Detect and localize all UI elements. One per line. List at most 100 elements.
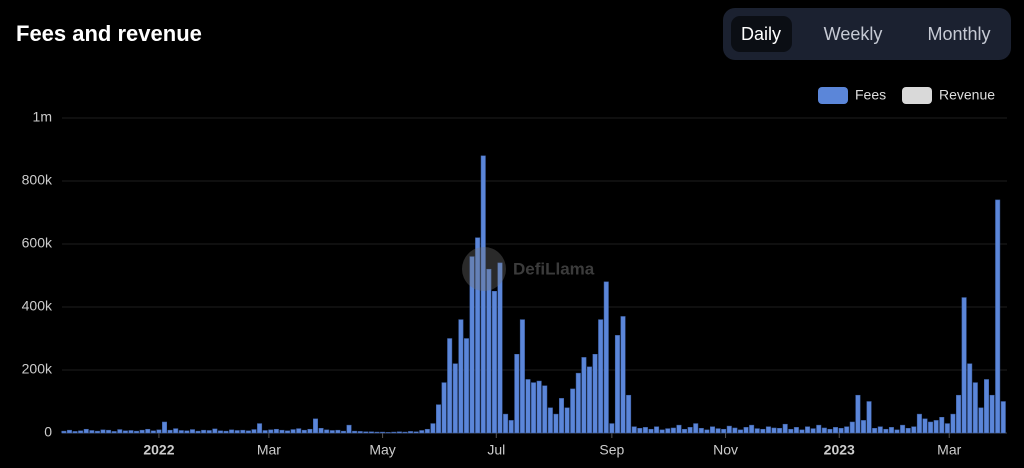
bar [648, 428, 654, 434]
bar [262, 430, 268, 434]
legend-label[interactable]: Revenue [939, 87, 995, 103]
bar [430, 423, 436, 434]
bar [682, 428, 688, 434]
x-tick-label: Mar [257, 442, 281, 458]
bar [531, 382, 537, 434]
bar [659, 429, 665, 434]
tab-button[interactable]: Monthly [927, 24, 990, 44]
bar [575, 372, 581, 434]
bar [346, 424, 352, 434]
bar [296, 428, 302, 434]
bar [452, 363, 458, 434]
bar [704, 429, 710, 434]
bar [765, 426, 771, 434]
bar [396, 431, 402, 434]
y-tick-label: 600k [22, 235, 53, 251]
bar [273, 428, 279, 434]
bar [581, 357, 587, 434]
bar [933, 420, 939, 434]
bar [950, 413, 956, 434]
bar [290, 429, 296, 434]
bar [100, 429, 106, 434]
bar [710, 426, 715, 434]
tab-selected[interactable] [731, 16, 792, 52]
bar [542, 385, 548, 434]
bar [307, 428, 313, 434]
bar [642, 427, 648, 434]
bar [900, 424, 906, 434]
bar [805, 426, 811, 434]
bar [128, 430, 134, 434]
bar [139, 429, 145, 434]
x-tick-label: 2023 [824, 442, 855, 458]
bar [408, 431, 414, 434]
bar [626, 394, 632, 434]
bar [201, 429, 207, 434]
bar [111, 431, 117, 434]
bar [905, 428, 911, 434]
bar [676, 424, 682, 434]
bar [257, 423, 263, 434]
bar [715, 428, 721, 434]
tab-button[interactable]: Weekly [824, 24, 883, 44]
bar [749, 424, 755, 434]
tab-button[interactable]: Daily [741, 24, 781, 44]
bar [78, 430, 84, 434]
bar [357, 431, 363, 434]
bar [844, 426, 850, 434]
bar [586, 366, 592, 434]
bar [570, 388, 576, 434]
bar [156, 429, 162, 434]
bar [61, 430, 67, 434]
bar [380, 431, 386, 434]
bar [928, 421, 934, 434]
x-tick-label: 2022 [143, 442, 174, 458]
bar [670, 427, 676, 434]
bar [614, 335, 620, 434]
bar [693, 423, 699, 434]
bar [475, 237, 481, 434]
bar [285, 430, 291, 434]
bar [217, 430, 223, 434]
bar [961, 297, 967, 434]
y-tick-label: 1m [33, 109, 52, 125]
bar [413, 431, 419, 434]
bar [665, 428, 671, 434]
bar [967, 363, 973, 434]
bar [810, 428, 816, 434]
bar [564, 407, 570, 434]
bar [838, 428, 844, 434]
x-tick-label: Mar [937, 442, 961, 458]
bar [279, 429, 285, 434]
bar [503, 413, 509, 434]
bar [944, 423, 950, 434]
watermark-text: DefiLlama [513, 259, 595, 278]
bar [698, 428, 704, 434]
bar [609, 423, 615, 434]
bar [240, 429, 246, 434]
bar [391, 431, 397, 434]
bar [894, 429, 900, 434]
x-tick-label: May [369, 442, 395, 458]
bar [793, 427, 799, 434]
bar [173, 428, 179, 434]
bar [72, 431, 78, 434]
bar [424, 428, 430, 434]
legend-swatch[interactable] [818, 87, 848, 104]
bar [368, 431, 374, 434]
legend-label[interactable]: Fees [855, 87, 886, 103]
bar [491, 291, 497, 434]
y-tick-label: 400k [22, 298, 53, 314]
bar [547, 407, 553, 434]
bar [1000, 401, 1006, 434]
bar [687, 427, 693, 434]
bar [754, 428, 760, 434]
bar [620, 316, 626, 434]
bar [385, 432, 391, 434]
bar [553, 413, 559, 434]
bar [419, 430, 425, 434]
legend-swatch[interactable] [902, 87, 932, 104]
bar [324, 429, 330, 434]
chart-title: Fees and revenue [16, 21, 202, 46]
